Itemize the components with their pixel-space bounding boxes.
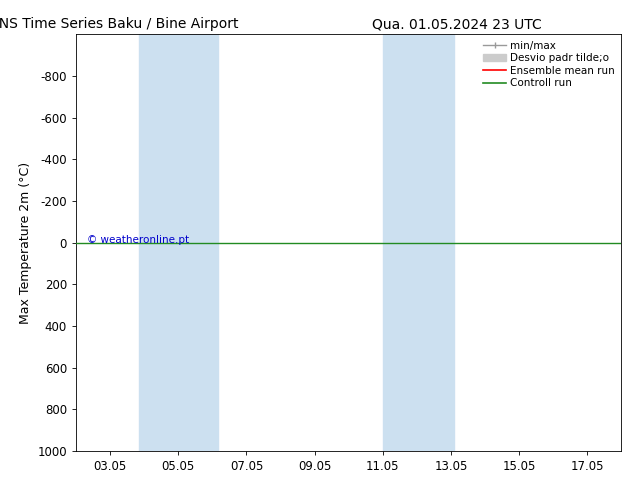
Bar: [383, 34, 415, 451]
Text: © weatheronline.pt: © weatheronline.pt: [87, 235, 189, 245]
Bar: [173, 34, 217, 451]
Legend: min/max, Desvio padr tilde;o, Ensemble mean run, Controll run: min/max, Desvio padr tilde;o, Ensemble m…: [480, 37, 618, 92]
Text: Qua. 01.05.2024 23 UTC: Qua. 01.05.2024 23 UTC: [372, 17, 541, 31]
Y-axis label: Max Temperature 2m (°C): Max Temperature 2m (°C): [19, 162, 32, 323]
Bar: [415, 34, 455, 451]
Text: ENS Time Series Baku / Bine Airport: ENS Time Series Baku / Bine Airport: [0, 17, 238, 31]
Bar: [139, 34, 173, 451]
